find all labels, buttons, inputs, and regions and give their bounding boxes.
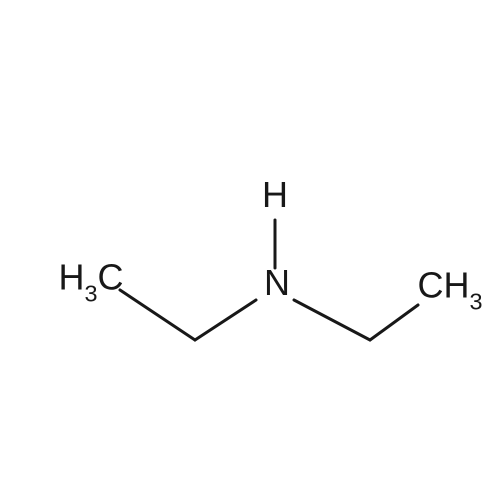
bond — [370, 305, 418, 340]
bond — [120, 290, 195, 340]
atom-label-h3c-left: H3C — [58, 256, 123, 303]
bond — [195, 300, 256, 340]
bond — [294, 300, 370, 340]
atom-label-ch3-right: CH3 — [417, 264, 482, 311]
molecule-diagram: H3C N H CH3 — [0, 0, 500, 500]
atom-label-n-center: N — [264, 262, 290, 304]
bond-layer — [0, 0, 500, 500]
atom-label-h-top: H — [262, 174, 288, 216]
